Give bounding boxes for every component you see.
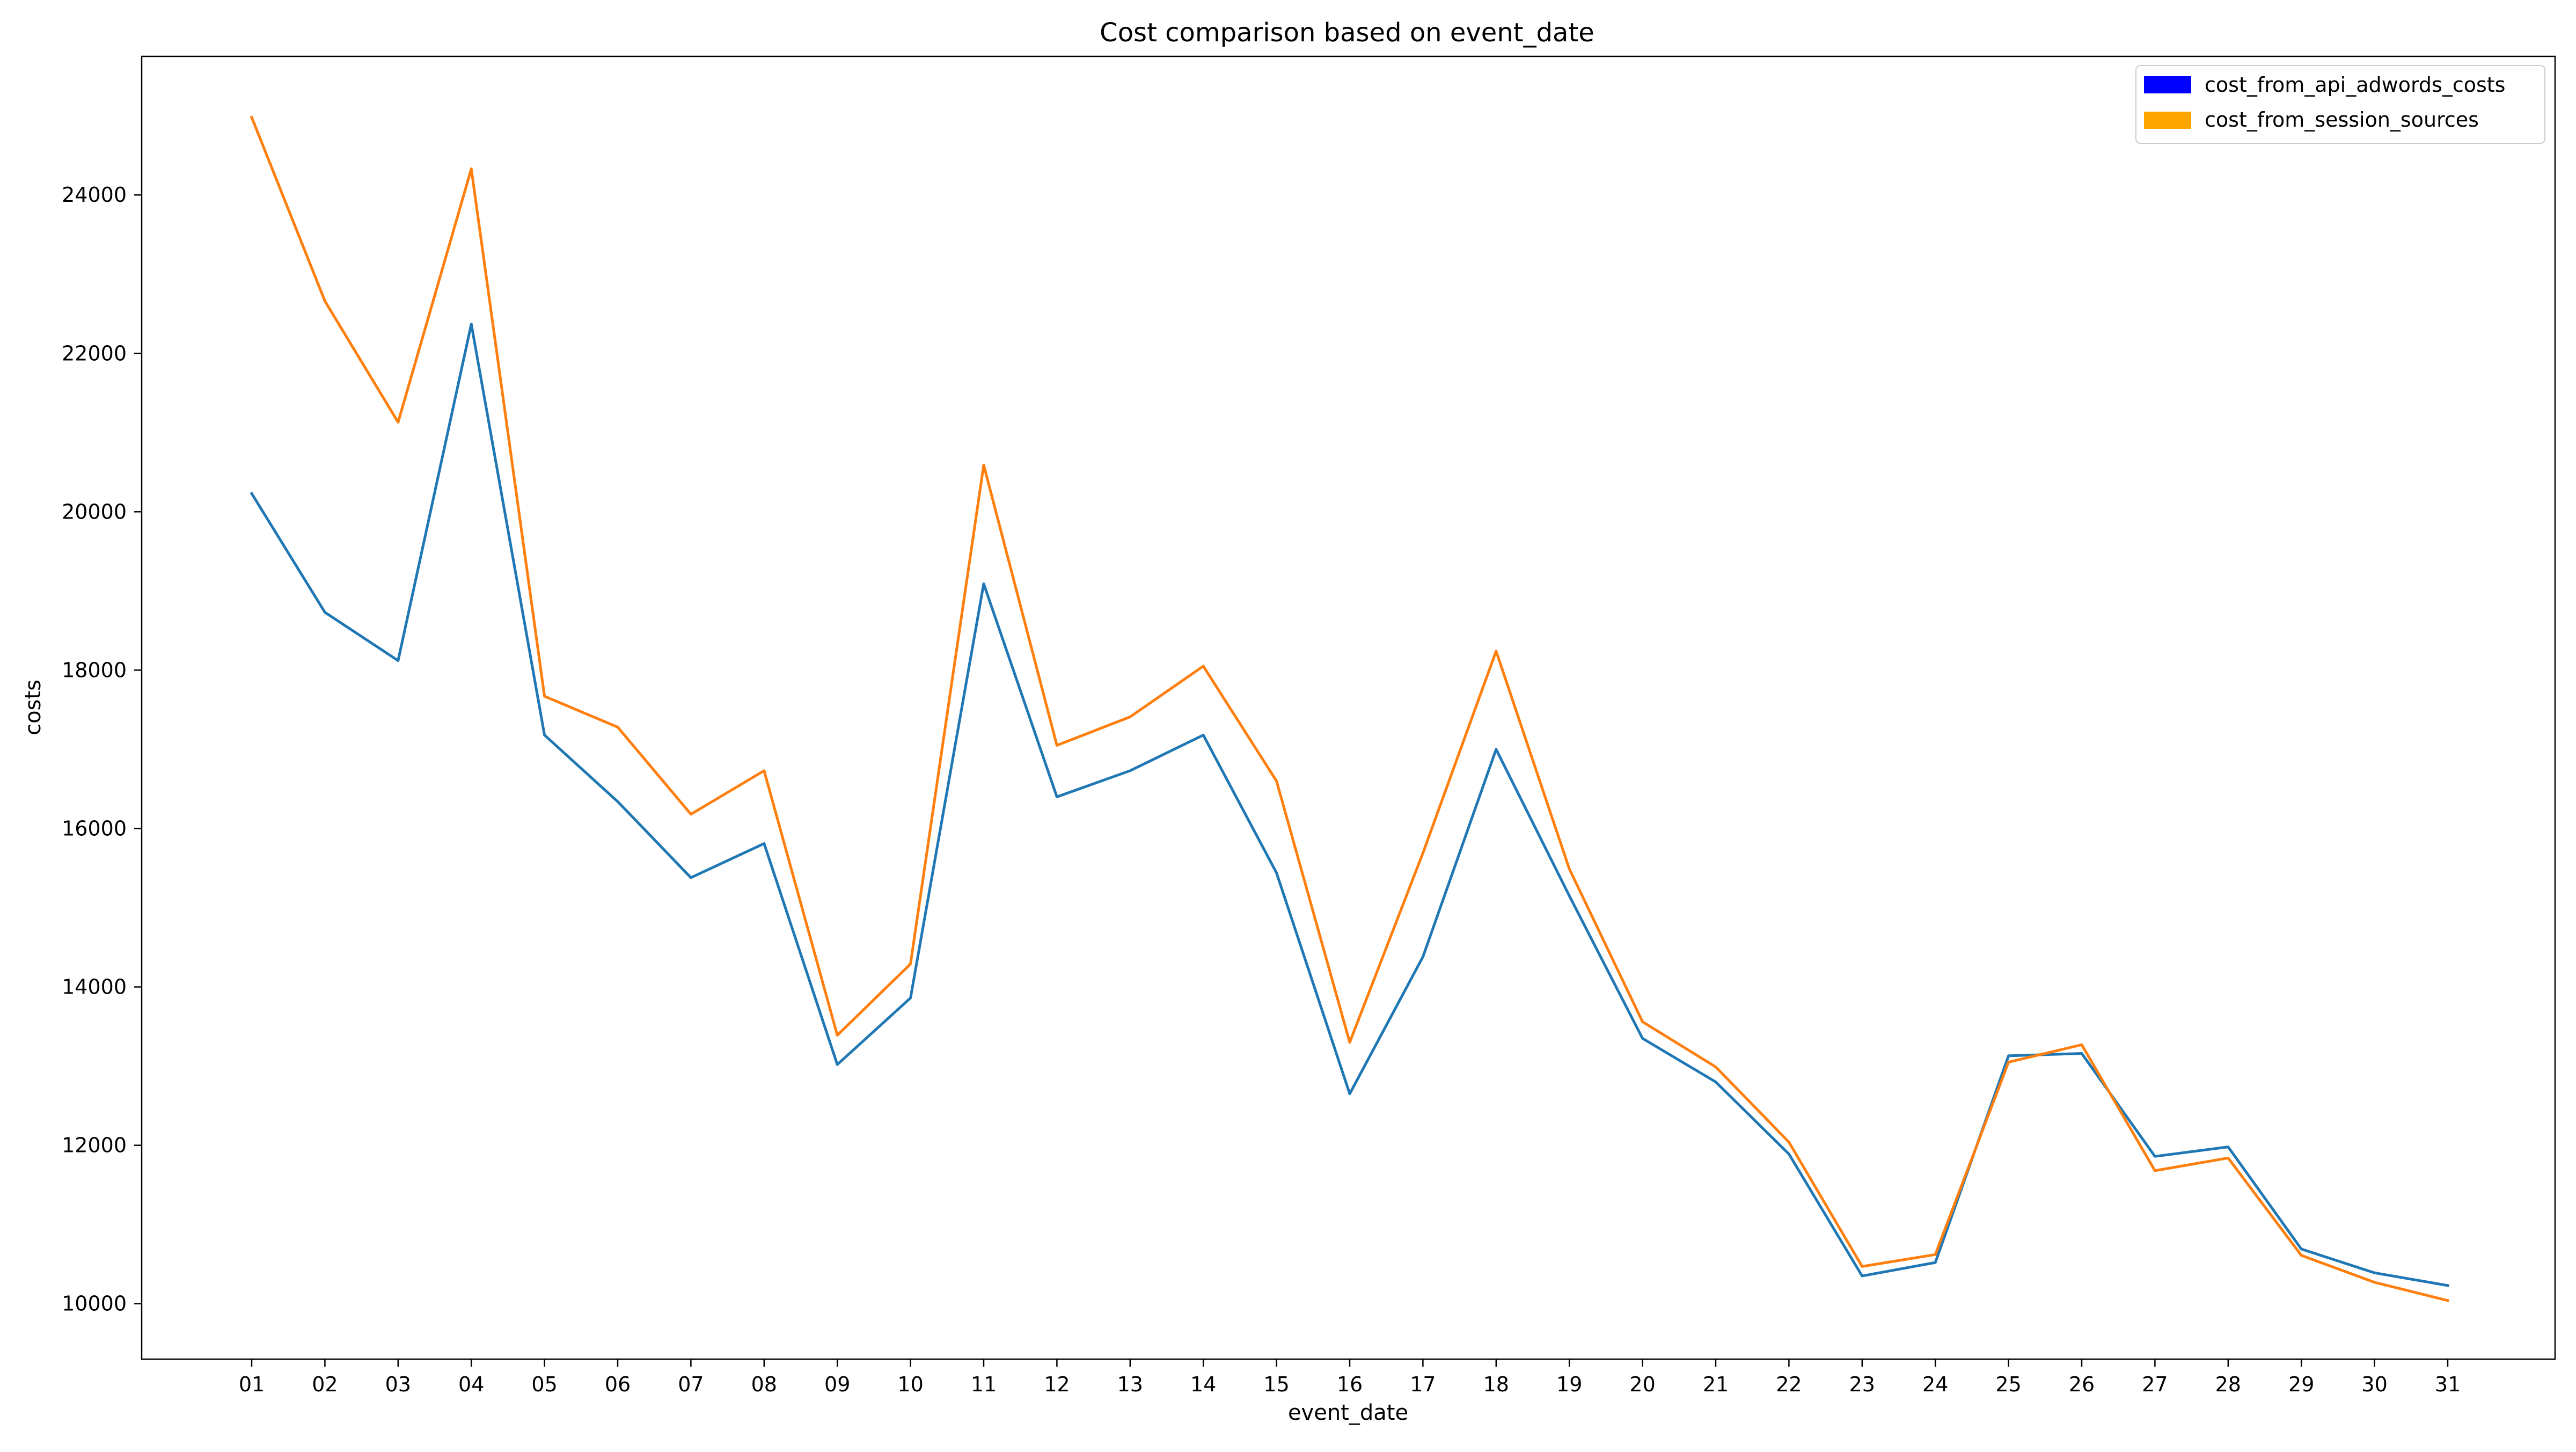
legend-label-api-adwords: cost_from_api_adwords_costs [2205, 73, 2505, 97]
x-tick-label: 29 [2288, 1373, 2314, 1396]
y-tick-label: 24000 [62, 183, 127, 207]
x-tick-label: 28 [2215, 1373, 2241, 1396]
x-tick-label: 31 [2435, 1373, 2461, 1396]
y-tick-label: 20000 [62, 500, 127, 523]
y-tick-label: 16000 [62, 816, 127, 840]
y-tick-label: 18000 [62, 658, 127, 682]
x-tick-label: 04 [458, 1373, 484, 1396]
y-tick-label: 22000 [62, 341, 127, 365]
x-tick-label: 26 [2069, 1373, 2095, 1396]
legend-swatch-api-adwords [2144, 76, 2191, 93]
x-tick-label: 17 [1410, 1373, 1436, 1396]
x-tick-label: 12 [1044, 1373, 1070, 1396]
x-tick-label: 08 [751, 1373, 777, 1396]
x-tick-label: 22 [1776, 1373, 1802, 1396]
chart-title: Cost comparison based on event_date [1100, 18, 1594, 48]
x-tick-label: 14 [1190, 1373, 1216, 1396]
x-tick-label: 05 [531, 1373, 557, 1396]
y-tick-label: 14000 [62, 975, 127, 999]
x-tick-label: 20 [1629, 1373, 1655, 1396]
x-tick-label: 03 [385, 1373, 411, 1396]
legend-label-session-sources: cost_from_session_sources [2205, 108, 2479, 132]
x-tick-label: 16 [1337, 1373, 1363, 1396]
x-tick-label: 10 [897, 1373, 923, 1396]
x-tick-label: 24 [1922, 1373, 1948, 1396]
x-tick-label: 19 [1556, 1373, 1582, 1396]
x-tick-label: 27 [2142, 1373, 2168, 1396]
x-tick-label: 25 [1995, 1373, 2021, 1396]
x-tick-label: 23 [1849, 1373, 1875, 1396]
x-tick-label: 30 [2361, 1373, 2387, 1396]
x-axis-label: event_date [1288, 1400, 1408, 1425]
x-tick-label: 15 [1263, 1373, 1289, 1396]
x-tick-label: 18 [1483, 1373, 1509, 1396]
legend-swatch-session-sources [2144, 112, 2191, 129]
x-tick-label: 11 [971, 1373, 997, 1396]
y-axis-label: costs [21, 680, 46, 735]
x-tick-label: 02 [312, 1373, 338, 1396]
y-tick-label: 10000 [62, 1292, 127, 1316]
x-tick-label: 09 [824, 1373, 850, 1396]
legend: cost_from_api_adwords_costs cost_from_se… [2136, 65, 2545, 143]
y-tick-label: 12000 [62, 1134, 127, 1157]
x-tick-label: 01 [239, 1373, 265, 1396]
x-tick-label: 21 [1703, 1373, 1729, 1396]
x-tick-label: 07 [678, 1373, 704, 1396]
x-tick-label: 06 [605, 1373, 631, 1396]
x-tick-label: 13 [1117, 1373, 1143, 1396]
